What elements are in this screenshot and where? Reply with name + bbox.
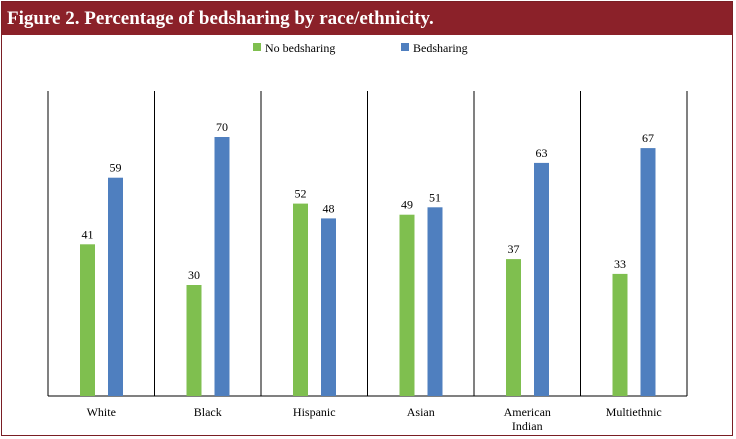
bar [321, 218, 336, 396]
bar [214, 137, 230, 396]
data-label: 52 [295, 187, 307, 201]
bar [640, 148, 656, 396]
data-label: 37 [508, 242, 520, 256]
category-label: White [87, 405, 116, 419]
category-label: Black [194, 405, 222, 419]
data-label: 33 [614, 257, 626, 271]
category-label: Multiethnic [606, 405, 662, 419]
category-label: Indian [512, 419, 543, 433]
category-label: American [504, 405, 551, 419]
legend-label: No bedsharing [265, 41, 335, 55]
category-label: Asian [407, 405, 435, 419]
bar [186, 285, 202, 396]
figure-title: Figure 2. Percentage of bedsharing by ra… [2, 2, 732, 35]
bar [293, 203, 308, 396]
data-label: 67 [642, 131, 654, 145]
bar [108, 177, 123, 396]
data-label: 70 [216, 120, 228, 134]
bar [80, 244, 95, 396]
legend-label: Bedsharing [413, 41, 468, 55]
bar [612, 273, 628, 396]
bar [534, 162, 549, 396]
category-label: Hispanic [293, 405, 336, 419]
bar [427, 207, 443, 396]
data-label: 63 [536, 146, 548, 160]
bar [506, 259, 521, 396]
data-label: 30 [188, 268, 200, 282]
legend-swatch [253, 43, 261, 51]
data-label: 51 [429, 190, 441, 204]
data-label: 49 [401, 198, 413, 212]
legend-swatch [401, 43, 409, 51]
data-label: 48 [323, 201, 335, 215]
bar [399, 214, 415, 396]
data-label: 41 [82, 227, 94, 241]
data-label: 59 [110, 161, 122, 175]
